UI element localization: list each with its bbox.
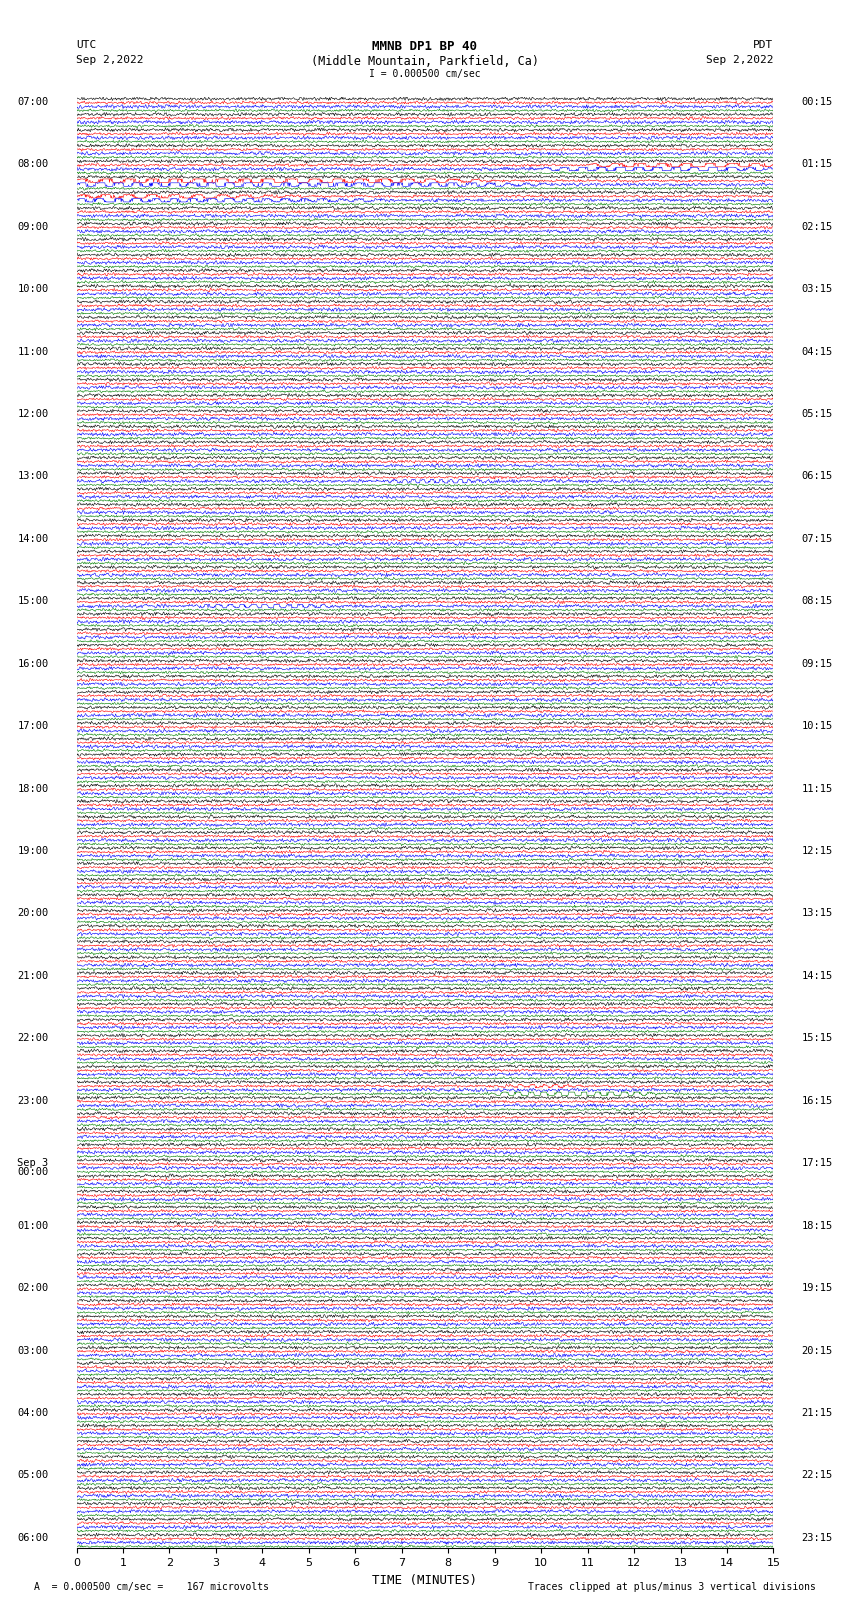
Text: 09:00: 09:00: [17, 221, 48, 232]
Text: MMNB DP1 BP 40: MMNB DP1 BP 40: [372, 40, 478, 53]
Text: 19:15: 19:15: [802, 1282, 833, 1294]
Text: 00:15: 00:15: [802, 97, 833, 106]
Text: Traces clipped at plus/minus 3 vertical divisions: Traces clipped at plus/minus 3 vertical …: [528, 1582, 816, 1592]
Text: 17:00: 17:00: [17, 721, 48, 731]
Text: Sep 2,2022: Sep 2,2022: [76, 55, 144, 65]
Text: 13:15: 13:15: [802, 908, 833, 918]
Text: 01:00: 01:00: [17, 1221, 48, 1231]
Text: 03:15: 03:15: [802, 284, 833, 294]
Text: 10:15: 10:15: [802, 721, 833, 731]
Text: 18:00: 18:00: [17, 784, 48, 794]
Text: 06:00: 06:00: [17, 1532, 48, 1544]
Text: Sep 2,2022: Sep 2,2022: [706, 55, 774, 65]
Text: 11:00: 11:00: [17, 347, 48, 356]
Text: 23:00: 23:00: [17, 1095, 48, 1107]
Text: Sep 3
00:00: Sep 3 00:00: [17, 1158, 48, 1177]
Text: 23:15: 23:15: [802, 1532, 833, 1544]
Text: 19:00: 19:00: [17, 847, 48, 857]
Text: 07:00: 07:00: [17, 97, 48, 106]
Text: 16:00: 16:00: [17, 658, 48, 669]
Text: 05:00: 05:00: [17, 1471, 48, 1481]
Text: 14:15: 14:15: [802, 971, 833, 981]
Text: 20:15: 20:15: [802, 1345, 833, 1355]
Text: PDT: PDT: [753, 40, 774, 50]
Text: 10:00: 10:00: [17, 284, 48, 294]
Text: 07:15: 07:15: [802, 534, 833, 544]
Text: UTC: UTC: [76, 40, 97, 50]
Text: 18:15: 18:15: [802, 1221, 833, 1231]
Text: 11:15: 11:15: [802, 784, 833, 794]
Text: 08:15: 08:15: [802, 597, 833, 606]
Text: 06:15: 06:15: [802, 471, 833, 481]
Text: 21:15: 21:15: [802, 1408, 833, 1418]
Text: 15:15: 15:15: [802, 1034, 833, 1044]
Text: 22:15: 22:15: [802, 1471, 833, 1481]
Text: 15:00: 15:00: [17, 597, 48, 606]
Text: 04:15: 04:15: [802, 347, 833, 356]
Text: 12:15: 12:15: [802, 847, 833, 857]
Text: 02:15: 02:15: [802, 221, 833, 232]
Text: (Middle Mountain, Parkfield, Ca): (Middle Mountain, Parkfield, Ca): [311, 55, 539, 68]
Text: 20:00: 20:00: [17, 908, 48, 918]
Text: A  = 0.000500 cm/sec =    167 microvolts: A = 0.000500 cm/sec = 167 microvolts: [34, 1582, 269, 1592]
Text: 17:15: 17:15: [802, 1158, 833, 1168]
Text: 14:00: 14:00: [17, 534, 48, 544]
Text: 02:00: 02:00: [17, 1282, 48, 1294]
Text: 04:00: 04:00: [17, 1408, 48, 1418]
Text: 21:00: 21:00: [17, 971, 48, 981]
X-axis label: TIME (MINUTES): TIME (MINUTES): [372, 1574, 478, 1587]
Text: 08:00: 08:00: [17, 160, 48, 169]
Text: 05:15: 05:15: [802, 410, 833, 419]
Text: 16:15: 16:15: [802, 1095, 833, 1107]
Text: 03:00: 03:00: [17, 1345, 48, 1355]
Text: 22:00: 22:00: [17, 1034, 48, 1044]
Text: 12:00: 12:00: [17, 410, 48, 419]
Text: 01:15: 01:15: [802, 160, 833, 169]
Text: 13:00: 13:00: [17, 471, 48, 481]
Text: 09:15: 09:15: [802, 658, 833, 669]
Text: I = 0.000500 cm/sec: I = 0.000500 cm/sec: [369, 69, 481, 79]
